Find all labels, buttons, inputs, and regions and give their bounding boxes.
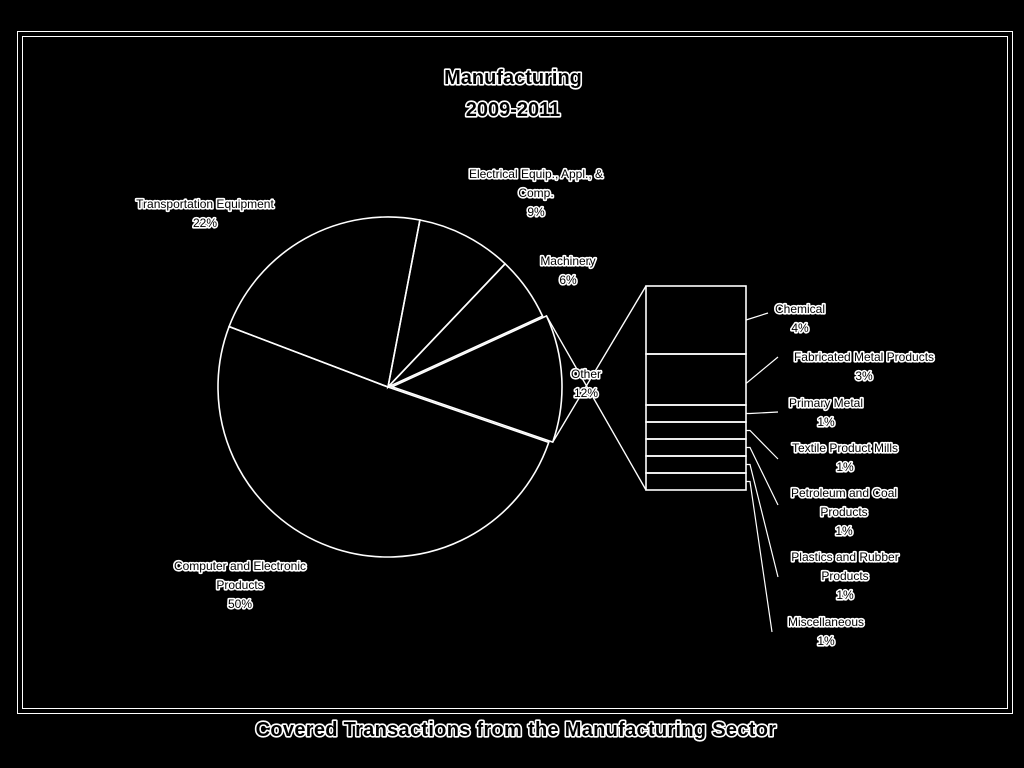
- label-computer-and-electronic-products-line-2: Products: [216, 578, 263, 592]
- pie-slice-electrical-equip-appl-comp: [386, 219, 507, 390]
- leader-line-chemical: [745, 312, 769, 321]
- label-textile-product-mills-line-1: Textile Product Mills: [792, 441, 898, 455]
- label-fabricated-metal-products: Fabricated Metal Products 3%: [792, 348, 935, 384]
- label-electrical-equip-appl-comp-line-1: Electrical Equip., Appl., &: [469, 167, 603, 181]
- label-machinery: Machinery 6%: [539, 252, 598, 288]
- chart-title-line-2: 2009-2011: [466, 99, 561, 121]
- label-petroleum-and-coal-products-line-1: Petroleum and Coal: [791, 486, 897, 500]
- pie-slice-computer-and-electronic-products: [217, 325, 550, 558]
- leader-line-plastics-and-rubber-products: [746, 463, 779, 578]
- label-transportation-equipment: Transportation Equipment 22%: [135, 195, 276, 231]
- bar-segment-primary-metal: [645, 404, 747, 423]
- label-primary-metal-line-1: Primary Metal: [789, 396, 863, 410]
- label-primary-metal: Primary Metal 1%: [787, 394, 864, 430]
- label-chemical: Chemical 4%: [773, 300, 826, 336]
- label-machinery-line-1: Machinery: [540, 254, 595, 268]
- footer-caption: Covered Transactions from the Manufactur…: [256, 719, 777, 741]
- label-plastics-and-rubber-products-line-1: Plastics and Rubber: [791, 550, 898, 564]
- pie-slice-machinery: [387, 262, 544, 388]
- label-plastics-and-rubber-products-line-2: Products: [821, 569, 868, 583]
- label-other-line-1: Other: [571, 367, 601, 381]
- label-electrical-equip-appl-comp-line-2: Comp.: [518, 186, 553, 200]
- label-other: Other 12%: [569, 365, 602, 401]
- connector-line-top: [552, 285, 647, 443]
- label-computer-and-electronic-products: Computer and Electronic Products 50%: [172, 557, 307, 612]
- pie-slices: [217, 216, 563, 558]
- data-labels: Computer and Electronic Products 50% Transp…: [135, 165, 936, 649]
- chart-title-line-1: Manufacturing: [444, 67, 582, 89]
- leader-line-miscellaneous: [746, 480, 773, 633]
- chart-frame-outer: [17, 31, 1013, 714]
- label-machinery-line-2: 6%: [559, 273, 577, 287]
- label-transportation-equipment-line-1: Transportation Equipment: [136, 197, 274, 211]
- label-computer-and-electronic-products-line-1: Computer and Electronic: [174, 559, 306, 573]
- label-petroleum-and-coal-products-line-3: 1%: [835, 524, 853, 538]
- label-transportation-equipment-line-2: 22%: [193, 216, 217, 230]
- chart-frame-inner: [22, 36, 1008, 709]
- connector-line-bottom: [545, 315, 647, 491]
- label-fabricated-metal-products-line-2: 3%: [855, 369, 873, 383]
- label-chemical-line-2: 4%: [791, 321, 809, 335]
- label-other-line-2: 12%: [574, 386, 598, 400]
- label-textile-product-mills-line-2: 1%: [836, 460, 854, 474]
- leader-lines: [745, 312, 779, 633]
- bar-segment-miscellaneous: [645, 472, 747, 491]
- label-miscellaneous-line-2: 1%: [817, 634, 835, 648]
- label-petroleum-and-coal-products-line-2: Products: [820, 505, 867, 519]
- other-breakdown-bar: [645, 285, 747, 491]
- leader-line-textile-product-mills: [746, 429, 779, 460]
- pie-slice-other: [389, 314, 563, 444]
- bar-segment-textile-product-mills: [645, 421, 747, 440]
- label-miscellaneous: Miscellaneous 1%: [786, 613, 865, 649]
- label-computer-and-electronic-products-line-3: 50%: [228, 597, 252, 611]
- label-fabricated-metal-products-line-1: Fabricated Metal Products: [794, 350, 934, 364]
- pie-connector-lines: [545, 285, 647, 491]
- label-primary-metal-line-2: 1%: [817, 415, 835, 429]
- pie-slice-transportation-equipment: [228, 216, 421, 389]
- bar-segment-plastics-and-rubber-products: [645, 455, 747, 474]
- label-plastics-and-rubber-products-line-3: 1%: [836, 588, 854, 602]
- chart-title: Manufacturing 2009-2011: [443, 65, 584, 122]
- bar-segment-fabricated-metal-products: [645, 353, 747, 406]
- bar-segment-chemical: [645, 285, 747, 355]
- label-petroleum-and-coal-products: Petroleum and Coal Products 1%: [789, 484, 898, 539]
- label-electrical-equip-appl-comp-line-3: 9%: [527, 205, 545, 219]
- label-textile-product-mills: Textile Product Mills 1%: [790, 439, 899, 475]
- label-miscellaneous-line-1: Miscellaneous: [788, 615, 864, 629]
- label-chemical-line-1: Chemical: [775, 302, 825, 316]
- label-electrical-equip-appl-comp: Electrical Equip., Appl., & Comp. 9%: [467, 165, 604, 220]
- leader-line-primary-metal: [746, 411, 779, 415]
- label-plastics-and-rubber-products: Plastics and Rubber Products 1%: [790, 548, 901, 603]
- leader-line-petroleum-and-coal-products: [746, 446, 779, 506]
- bar-segment-petroleum-and-coal-products: [645, 438, 747, 457]
- leader-line-fabricated-metal-products: [745, 356, 779, 384]
